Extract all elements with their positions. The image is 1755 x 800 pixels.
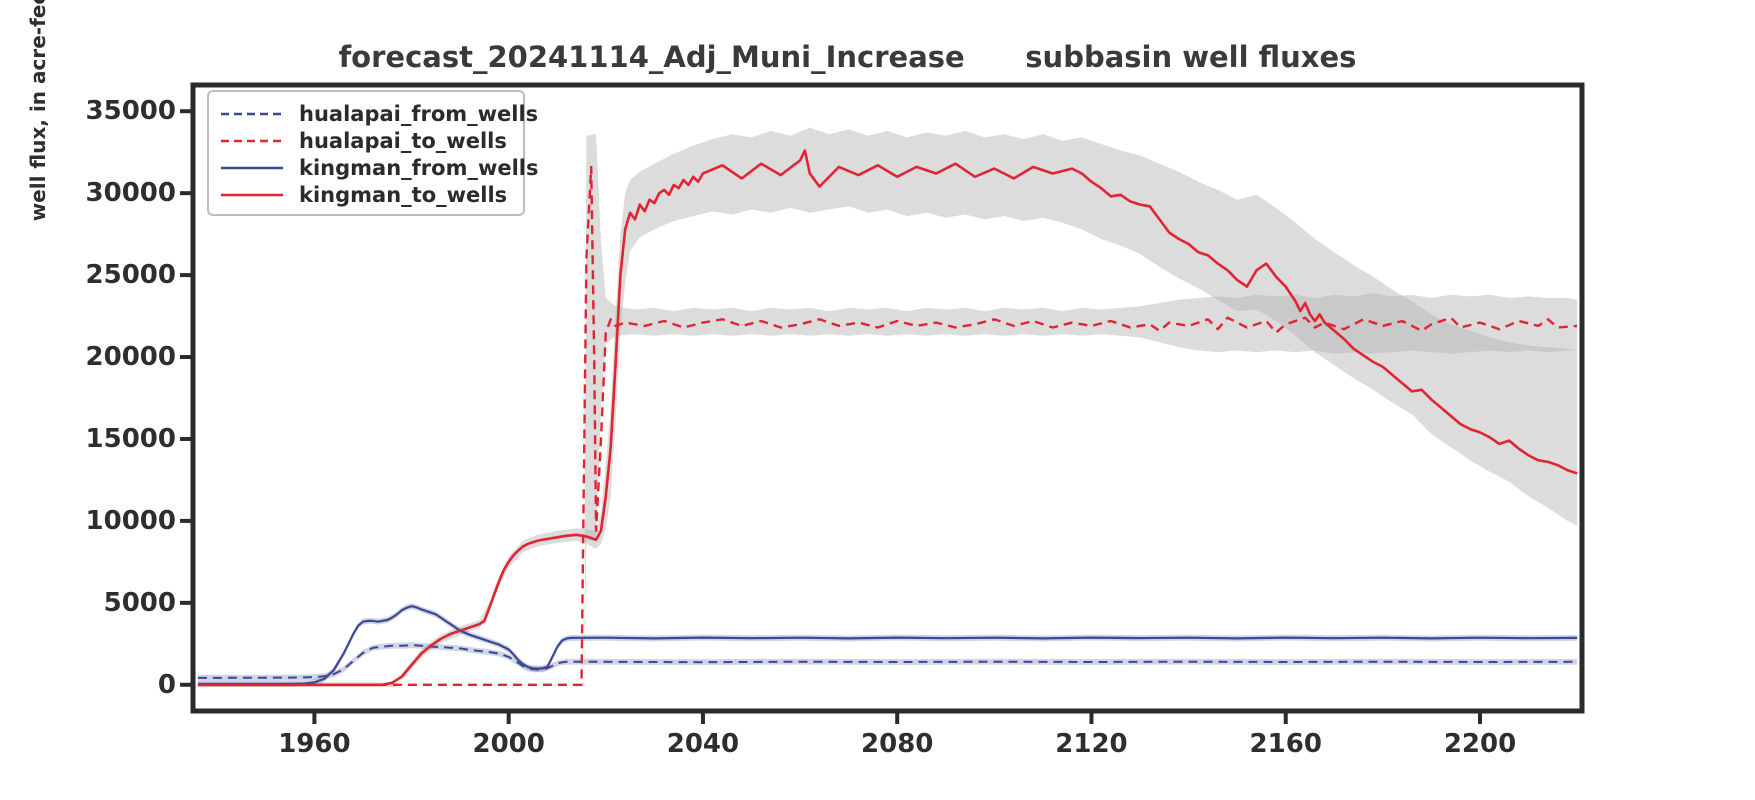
x-tick-label: 2120	[1055, 729, 1128, 759]
y-tick-label: 15000	[85, 423, 176, 454]
legend-line-sample-solid-red	[221, 193, 283, 196]
y-tick-label: 25000	[85, 260, 176, 291]
x-tick-label: 2040	[666, 729, 740, 759]
y-tick-label: 10000	[85, 505, 176, 536]
kingman_from_wells_band	[197, 603, 1578, 687]
legend-label: kingman_from_wells	[299, 155, 539, 180]
legend-item-hualapai-to-wells: hualapai_to_wells	[221, 127, 513, 154]
chart-title: forecast_20241114_Adj_Muni_Increase subb…	[338, 40, 1357, 74]
hualapai_from_wells-line	[197, 644, 1578, 679]
x-tick-label: 2160	[1249, 729, 1322, 759]
legend: hualapai_from_wells hualapai_to_wells ki…	[207, 90, 539, 216]
x-tick-label: 1960	[278, 729, 351, 759]
x-tick-label: 2000	[472, 729, 545, 759]
legend-line-sample-solid-blue	[221, 166, 283, 169]
axes-spines	[190, 82, 1585, 714]
kingman_to_wells_band	[401, 127, 1578, 680]
legend-item-hualapai-from-wells: hualapai_from_wells	[221, 100, 538, 127]
legend-item-kingman-from-wells: kingman_from_wells	[221, 154, 539, 181]
hualapai_to_wells-line	[197, 165, 1578, 686]
y-tick-label: 35000	[85, 96, 176, 127]
x-tick-label: 2080	[861, 729, 934, 759]
legend-label: hualapai_from_wells	[299, 101, 539, 126]
x-tick-label: 2200	[1443, 729, 1517, 759]
legend-line-sample-dashed-blue	[221, 112, 283, 115]
y-tick-label: 0	[157, 669, 176, 700]
y-tick-label: 30000	[85, 178, 176, 209]
y-tick-label: 5000	[103, 587, 176, 618]
legend-label: hualapai_to_wells	[299, 128, 507, 153]
legend-line-sample-dashed-red	[221, 139, 283, 142]
kingman_from_wells-line	[197, 605, 1578, 685]
kingman_to_wells-line	[197, 149, 1578, 687]
hualapai_from_wells_band	[197, 642, 1578, 681]
legend-label: kingman_to_wells	[299, 182, 508, 207]
legend-item-kingman-to-wells: kingman_to_wells	[221, 181, 513, 208]
y-tick-label: 20000	[85, 342, 176, 373]
